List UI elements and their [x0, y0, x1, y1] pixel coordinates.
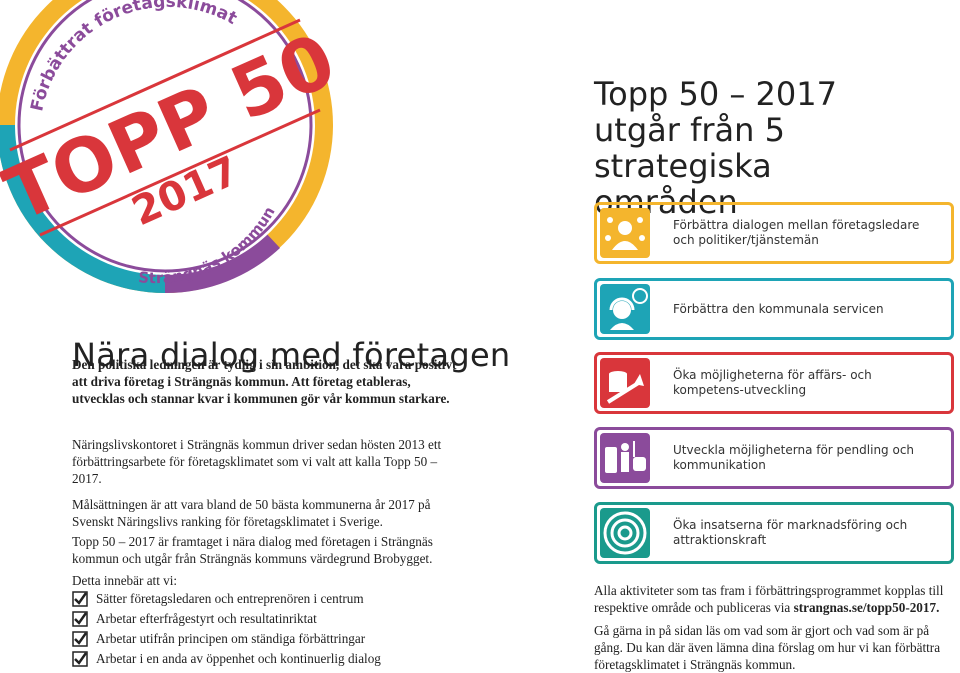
area-icon [600, 508, 650, 558]
paragraph: Näringslivskontoret i Strängnäs kommun d… [72, 437, 442, 486]
footer-text: Alla aktiviteter som tas fram i förbättr… [594, 583, 944, 615]
area-icon [600, 358, 650, 408]
area-text: Förbättra den kommunala servicen [673, 301, 884, 316]
title-line: Topp 50 – 2017 [594, 75, 837, 113]
badge-stripe [9, 18, 301, 152]
paragraph: Topp 50 – 2017 är framtaget i nära dialo… [72, 534, 433, 566]
check-item: Arbetar efterfrågestyrt och resultatinri… [72, 611, 317, 627]
area-text: Öka insatserna för marknadsföring och at… [673, 518, 908, 547]
footer-link: strangnas.se/topp50-2017. [793, 600, 940, 615]
icon [605, 441, 646, 473]
icon [605, 217, 645, 250]
area-box: Förbättra dialogen mellan företagsledare… [594, 202, 954, 264]
icon [606, 371, 644, 404]
checkbox [72, 591, 88, 607]
check-item: Arbetar utifrån principen om ständiga fö… [72, 631, 365, 647]
heading: Nära dialog med företagen [72, 336, 511, 374]
badge-stripe [39, 108, 321, 237]
checkbox [72, 651, 88, 667]
icon [609, 288, 648, 330]
badge-face [15, 0, 315, 275]
area-text: Öka möjligheterna för affärs- och kompet… [673, 368, 872, 397]
title-line: utgår från 5 strategiska [594, 111, 785, 185]
area-text: Utveckla möjligheterna för pendling och … [673, 443, 915, 472]
check-item: Arbetar i en anda av öppenhet och kontin… [72, 651, 381, 667]
check-text: Sätter företagsledaren och entreprenören… [96, 591, 364, 606]
checkbox [72, 631, 88, 647]
checkbox [72, 611, 88, 627]
check-text: Arbetar i en anda av öppenhet och kontin… [96, 651, 381, 666]
area-icon [600, 208, 650, 258]
area-icon [600, 284, 650, 334]
icon [603, 511, 647, 555]
check-item: Sätter företagsledaren och entreprenören… [72, 591, 364, 607]
check-text: Arbetar utifrån principen om ständiga fö… [96, 631, 366, 646]
area-box: Öka möjligheterna för affärs- och kompet… [594, 352, 954, 414]
area-box: Öka insatserna för marknadsföring och at… [594, 502, 954, 564]
badge: Förbättrat företagsklimat TOPP 50 2017 S… [0, 0, 340, 294]
footer-paragraph: Gå gärna in på sidan läs om vad som är g… [594, 623, 941, 672]
check-text: Arbetar efterfrågestyrt och resultatinri… [96, 611, 317, 626]
area-icon [600, 433, 650, 483]
area-box: Utveckla möjligheterna för pendling och … [594, 427, 954, 489]
badge-inner-ring [17, 0, 313, 273]
area-box: Förbättra den kommunala servicen [594, 278, 954, 340]
footer-paragraph: Alla aktiviteter som tas fram i förbättr… [594, 582, 954, 616]
paragraph: Detta innebär att vi: [72, 573, 178, 588]
paragraph: Målsättningen är att vara bland de 50 bä… [72, 497, 431, 529]
area-text: Förbättra dialogen mellan företagsledare… [673, 218, 920, 247]
intro: Den politiska ledningen är tydlig i sin … [72, 357, 457, 406]
right-title: Topp 50 – 2017 utgår från 5 strategiska … [594, 76, 960, 220]
